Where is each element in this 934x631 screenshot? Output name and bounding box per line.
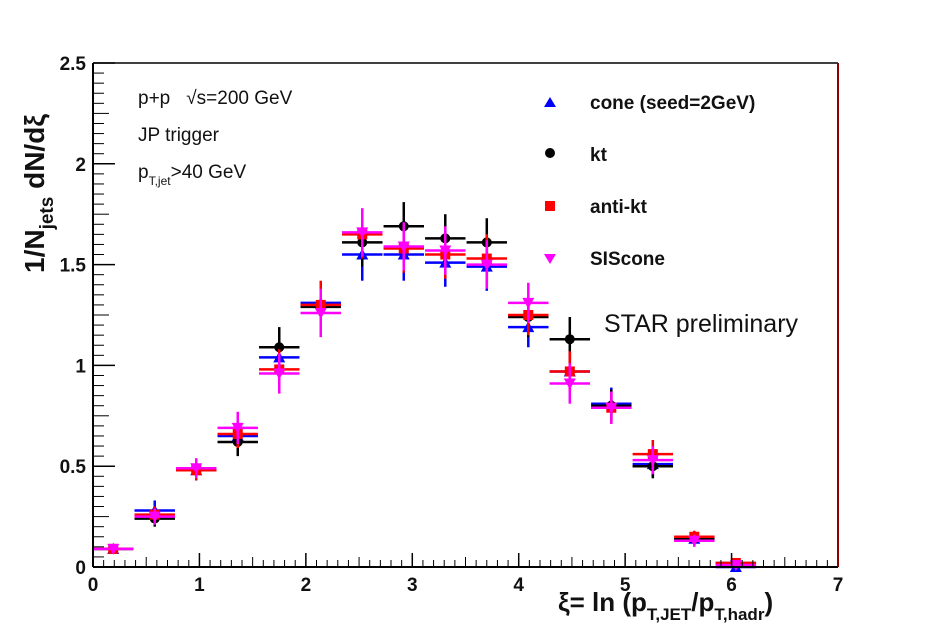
legend-label-anti-kt: anti-kt: [590, 197, 648, 218]
annotation-collision: p+p √s=200 GeV: [138, 88, 293, 109]
x-axis-title: ξ= ln (pT,JET/pT,hadr): [558, 587, 773, 624]
data-point: [688, 535, 701, 547]
y-tick-label: 0.5: [60, 457, 87, 478]
series-siscone: [93, 208, 757, 571]
annotation-pt-cut: pT,jet>40 GeV: [138, 162, 246, 188]
data-point: [563, 378, 576, 390]
data-point: [564, 334, 575, 345]
x-tick-label: 5: [620, 575, 631, 596]
data-point: [356, 227, 369, 239]
data-point: [729, 559, 742, 571]
data-point: [231, 422, 244, 434]
x-tick-label: 1: [194, 575, 205, 596]
axis-ticks: 0 1 2 3 4 5 6 7 0 0.5 1 1.5 2 2.5: [60, 54, 844, 596]
x-tick-label: 4: [513, 575, 524, 596]
x-tick-label: 6: [726, 575, 737, 596]
x-tick-label: 2: [301, 575, 312, 596]
data-point: [522, 297, 535, 309]
y-tick-label: 1.5: [60, 256, 87, 277]
annotation-trigger: JP trigger: [138, 125, 220, 146]
data-point: [480, 259, 493, 271]
y-tick-label: 2: [75, 155, 86, 176]
data-point: [190, 463, 203, 475]
x-tick-label: 0: [88, 575, 99, 596]
legend-marker-kt: [545, 148, 555, 158]
y-tick-label: 2.5: [60, 54, 87, 75]
legend-label-kt: kt: [590, 145, 608, 166]
y-axis-title: 1/Njets dN/dξ: [19, 114, 58, 273]
data-point: [273, 368, 286, 380]
legend-marker-anti-kt: [545, 201, 555, 211]
data-point: [646, 455, 659, 467]
legend-label-siscone: SIScone: [590, 249, 665, 270]
legend-marker-cone: [544, 97, 556, 107]
y-tick-label: 1: [75, 356, 86, 377]
x-tick-label: 3: [407, 575, 418, 596]
x-tick-label: 7: [833, 575, 844, 596]
legend-marker-siscone: [544, 254, 556, 264]
data-point: [439, 245, 452, 257]
data-point: [148, 511, 161, 523]
data-point: [107, 543, 120, 555]
data-point: [314, 307, 327, 319]
data-point: [274, 342, 285, 353]
legend: cone (seed=2GeV) kt anti-kt SIScone: [544, 93, 755, 270]
data-point: [397, 241, 410, 253]
data-marks: [93, 202, 757, 572]
legend-label-cone: cone (seed=2GeV): [590, 93, 755, 114]
y-tick-label: 0: [75, 558, 86, 579]
star-preliminary-label: STAR preliminary: [604, 310, 799, 338]
data-point: [605, 402, 618, 414]
